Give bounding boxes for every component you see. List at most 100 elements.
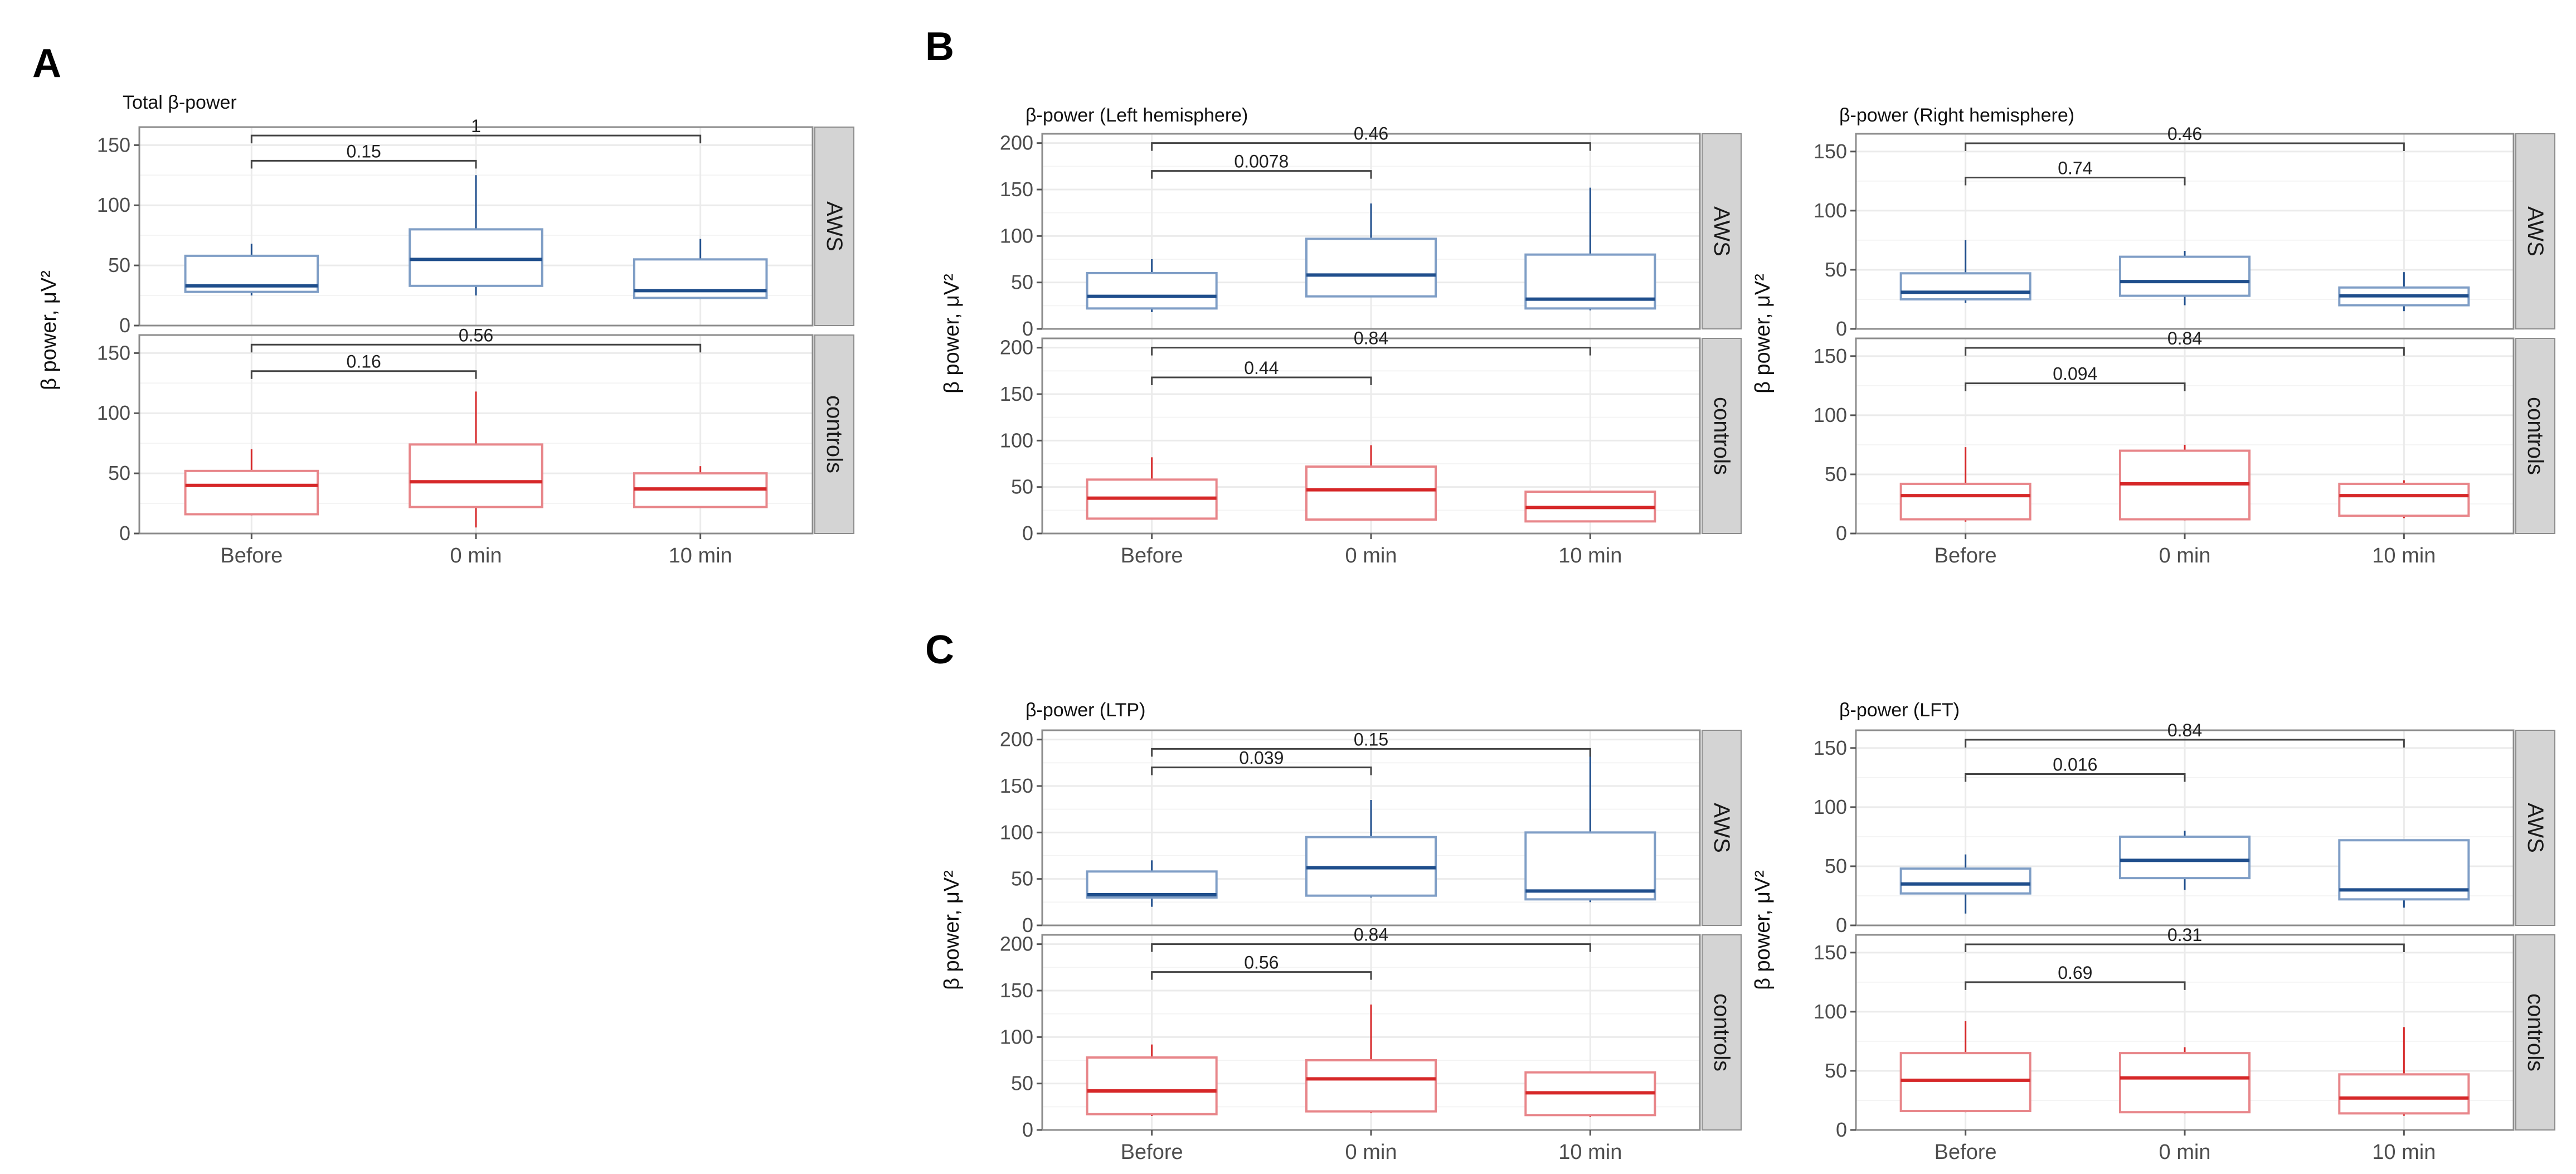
bracket-line (1965, 176, 2186, 186)
box-iqr (409, 228, 543, 287)
y-axis-label: β power, μV² (37, 270, 61, 390)
significance-bracket: 0.46 (1151, 124, 1591, 151)
bracket-line (1151, 767, 1372, 775)
bracket-line (1151, 170, 1372, 179)
p-value-label: 0.74 (2058, 158, 2092, 178)
facet-strip-label: controls (1709, 993, 1734, 1071)
facet-AWS: 0 50 100 150 200 AWS 0.039 0.15 (1000, 728, 1742, 937)
facet-strip (2515, 730, 2555, 926)
y-tick-label: 100 (1814, 199, 1847, 222)
box-iqr (2338, 482, 2470, 517)
bracket-line (1965, 943, 2405, 952)
box-iqr (1086, 1056, 1218, 1115)
panel-letter: A (32, 41, 61, 86)
x-tick-label: 10 min (669, 544, 732, 567)
box-before (1899, 447, 2031, 522)
facet-border (138, 126, 814, 327)
box-0-min (2118, 1047, 2251, 1114)
box-before (1899, 1021, 2031, 1113)
y-tick-label: 150 (1000, 774, 1033, 797)
x-tick-label: 10 min (1558, 544, 1622, 567)
y-tick-label: 100 (1000, 429, 1033, 452)
box-0-min (2118, 251, 2251, 305)
y-tick-label: 50 (1011, 867, 1033, 890)
significance-bracket: 0.44 (1151, 358, 1372, 385)
bracket-line (1151, 748, 1591, 757)
facet-AWS: 0 50 100 150 AWS 0.15 1 (97, 116, 854, 337)
y-tick-label: 100 (1814, 1000, 1847, 1023)
y-tick-label: 0 (1022, 522, 1033, 545)
facet-strip (814, 127, 854, 326)
facet-AWS: 0 50 100 150 AWS 0.016 0.84 (1814, 720, 2555, 937)
y-tick-label: 150 (1814, 736, 1847, 759)
y-tick-label: 0 (1022, 317, 1033, 340)
y-tick-label: 200 (1000, 728, 1033, 751)
p-value-label: 0.84 (1354, 328, 1388, 348)
box-0-min (1305, 1005, 1437, 1113)
chart-title: Total β-power (123, 92, 237, 113)
box-iqr (1899, 867, 2031, 895)
significance-bracket: 0.84 (1965, 328, 2405, 356)
y-tick-label: 50 (108, 254, 130, 276)
y-tick-label: 0 (1022, 1118, 1033, 1141)
box-iqr (184, 469, 319, 516)
box-10-min (1524, 1071, 1656, 1117)
p-value-label: 0.84 (2167, 328, 2202, 348)
box-10-min (2338, 480, 2470, 518)
facet-strip (2515, 338, 2555, 534)
y-tick-label: 0 (1836, 317, 1847, 340)
facet-strip-label: AWS (2523, 206, 2548, 256)
box-iqr (1305, 465, 1437, 521)
y-tick-label: 100 (1814, 795, 1847, 818)
box-0-min (1305, 800, 1437, 898)
y-tick-label: 0 (1836, 1118, 1847, 1141)
bracket-line (1965, 773, 2186, 782)
box-0-min (409, 175, 543, 296)
x-tick-label: Before (220, 544, 283, 567)
bracket-line (250, 134, 702, 144)
chart-panel-2: Bβ-power (Left hemisphere) 0 50 100 150 200 AW… (925, 25, 1742, 567)
box-10-min (2338, 272, 2470, 312)
y-tick-label: 150 (1000, 979, 1033, 1002)
bracket-line (1965, 382, 2186, 391)
y-tick-label: 50 (1825, 258, 1847, 281)
chart-title: β-power (Right hemisphere) (1839, 105, 2074, 126)
facet-strip-label: AWS (1709, 803, 1734, 853)
p-value-label: 0.69 (2058, 963, 2092, 983)
significance-bracket: 0.84 (1151, 328, 1591, 356)
y-tick-label: 50 (1011, 1072, 1033, 1095)
y-tick-label: 150 (1814, 941, 1847, 964)
bracket-line (250, 370, 477, 379)
box-10-min (633, 239, 768, 299)
facet-strip-label: controls (2523, 397, 2548, 475)
bracket-line (250, 343, 702, 353)
box-0-min (1305, 445, 1437, 521)
chart-title: β-power (LTP) (1025, 700, 1145, 721)
box-before (1086, 457, 1218, 520)
facet-AWS: 0 50 100 150 200 AWS 0.0078 0.46 (1000, 124, 1742, 340)
p-value-label: 0.16 (347, 352, 381, 372)
bracket-line (1151, 142, 1591, 151)
significance-bracket: 0.0078 (1151, 152, 1372, 179)
y-tick-label: 0 (1836, 522, 1847, 545)
box-before (1086, 860, 1218, 907)
significance-bracket: 0.84 (1151, 925, 1591, 952)
y-tick-label: 100 (1000, 1025, 1033, 1048)
y-axis-label: β power, μV² (940, 274, 964, 394)
significance-bracket: 0.15 (250, 141, 477, 169)
bracket-line (1965, 739, 2405, 748)
significance-bracket: 0.094 (1965, 364, 2186, 391)
box-iqr (1899, 1052, 2031, 1113)
y-tick-label: 100 (1814, 404, 1847, 426)
x-tick-label: Before (1935, 544, 1997, 567)
y-tick-label: 150 (1000, 382, 1033, 405)
significance-bracket: 0.15 (1151, 729, 1591, 757)
facet-controls: 0 50 100 150 200 controls 0.56 0.84 (1000, 925, 1742, 1141)
bracket-line (1151, 943, 1591, 952)
x-tick-label: 10 min (2372, 1141, 2436, 1164)
p-value-label: 0.46 (1354, 124, 1388, 144)
facet-strip-label: controls (1709, 397, 1734, 475)
y-tick-label: 200 (1000, 933, 1033, 955)
significance-bracket: 0.56 (1151, 953, 1372, 980)
facet-strip (1702, 338, 1742, 534)
